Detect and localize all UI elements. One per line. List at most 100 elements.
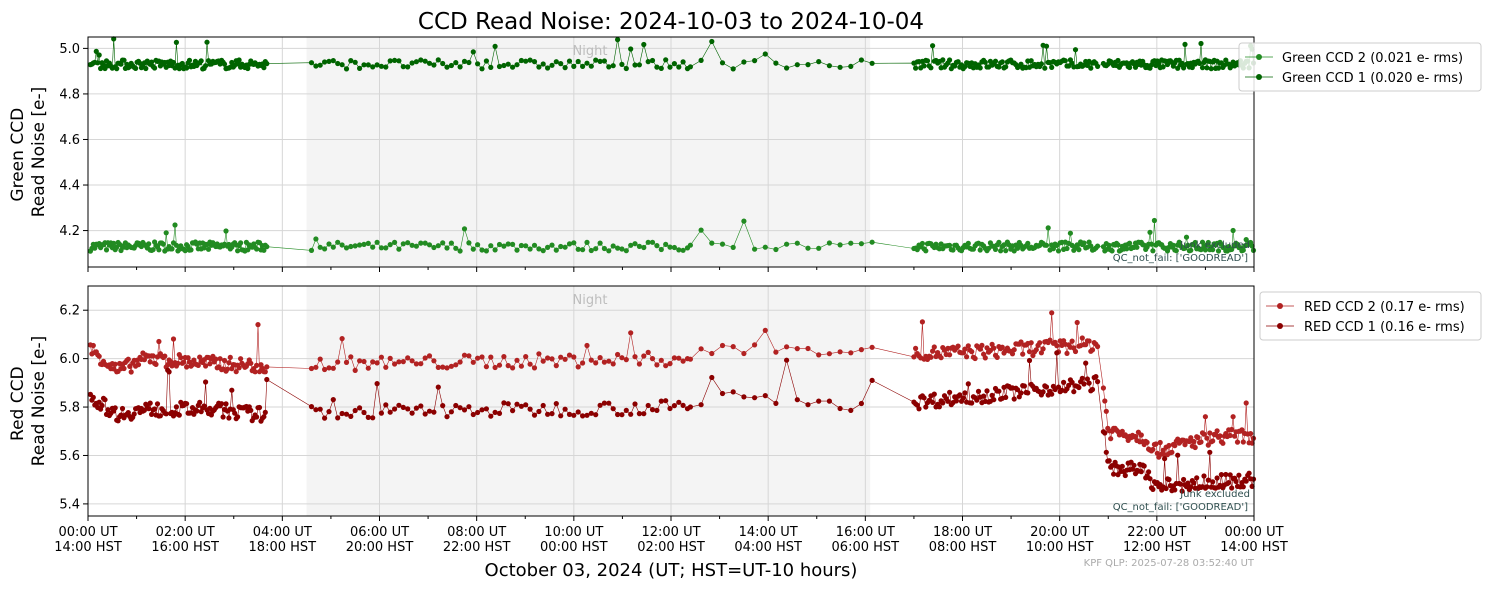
data-point <box>947 242 953 248</box>
data-point <box>996 64 1002 70</box>
data-point <box>400 404 406 410</box>
data-point <box>518 57 525 64</box>
x-tick-label-hst: 06:00 HST <box>832 540 900 555</box>
data-point <box>431 358 437 364</box>
data-point <box>1210 479 1216 485</box>
data-point <box>928 354 934 360</box>
data-point <box>461 226 468 232</box>
data-point <box>501 243 507 249</box>
data-point <box>1064 245 1070 252</box>
data-point <box>676 247 682 253</box>
data-point <box>597 402 603 408</box>
data-point <box>1243 400 1249 406</box>
data-point <box>1081 240 1087 246</box>
data-point <box>197 399 203 405</box>
data-point <box>663 398 669 404</box>
data-point <box>1172 443 1178 449</box>
data-point <box>869 344 875 350</box>
data-point <box>1204 65 1210 71</box>
data-point <box>103 247 110 253</box>
data-point <box>924 58 931 64</box>
data-point <box>135 362 142 368</box>
data-point <box>383 402 389 408</box>
green-y-axis-label-line1: Green CCD <box>8 108 28 202</box>
data-point <box>313 63 319 69</box>
data-point <box>1115 57 1121 64</box>
red-grid <box>87 286 1255 516</box>
data-point <box>1115 242 1121 248</box>
y-tick-label: 5.4 <box>59 497 80 512</box>
data-point <box>953 398 960 404</box>
data-point <box>264 364 270 370</box>
data-point <box>1146 469 1152 475</box>
data-point <box>146 406 152 412</box>
data-point <box>1243 237 1249 243</box>
red-y-axis-label: Red CCD Read Noise [e-] <box>8 336 49 467</box>
data-point <box>1240 247 1246 253</box>
data-point <box>453 60 459 66</box>
data-point <box>1084 376 1090 382</box>
data-point <box>965 343 971 349</box>
data-point <box>426 242 433 248</box>
data-point <box>1049 64 1055 70</box>
data-point <box>1095 379 1101 385</box>
data-point <box>1102 398 1108 404</box>
x-tick-label-hst: 20:00 HST <box>346 540 414 555</box>
data-point <box>619 412 625 418</box>
data-point <box>527 57 533 63</box>
data-point <box>466 353 472 359</box>
data-point <box>261 65 267 71</box>
data-point <box>440 60 446 67</box>
data-point <box>523 243 529 249</box>
data-point <box>991 345 997 351</box>
data-point <box>641 41 647 48</box>
data-point <box>762 327 768 333</box>
data-point <box>1132 433 1139 440</box>
data-point <box>422 411 428 417</box>
data-point <box>730 344 736 350</box>
data-point <box>979 342 985 348</box>
data-point <box>575 364 581 370</box>
data-point <box>335 60 341 67</box>
data-point <box>387 409 393 415</box>
data-point <box>204 39 210 45</box>
data-point <box>965 381 971 387</box>
data-point <box>236 365 242 371</box>
data-point <box>1169 449 1175 455</box>
data-point <box>170 336 177 342</box>
data-point <box>435 57 441 63</box>
data-point <box>152 65 158 71</box>
data-point <box>955 343 961 349</box>
data-point <box>913 345 919 351</box>
data-point <box>326 241 332 247</box>
data-point <box>444 64 450 70</box>
data-point <box>1234 439 1241 445</box>
data-point <box>160 241 166 247</box>
data-point <box>154 401 161 407</box>
data-point <box>1226 480 1232 486</box>
data-point <box>536 408 542 415</box>
data-point <box>1037 340 1043 346</box>
data-point <box>448 240 454 246</box>
data-point <box>453 245 459 251</box>
data-point <box>248 407 254 413</box>
data-point <box>623 407 629 413</box>
data-point <box>131 411 137 417</box>
red-y-ticks: 5.4 5.6 5.8 6.0 6.2 <box>59 304 88 512</box>
data-point <box>418 361 424 367</box>
data-point <box>921 63 927 69</box>
green-y-axis-label-line2: Read Noise [e-] <box>29 87 49 218</box>
data-point <box>317 244 323 250</box>
data-point <box>264 61 270 67</box>
data-point <box>848 240 854 246</box>
data-point <box>1191 480 1197 486</box>
data-point <box>343 66 350 72</box>
data-point <box>409 358 415 364</box>
data-point <box>166 369 172 375</box>
data-point <box>483 406 489 412</box>
data-point <box>610 406 616 412</box>
data-point <box>1181 476 1187 483</box>
data-point <box>1205 477 1211 483</box>
data-point <box>549 356 555 362</box>
data-point <box>962 64 968 70</box>
